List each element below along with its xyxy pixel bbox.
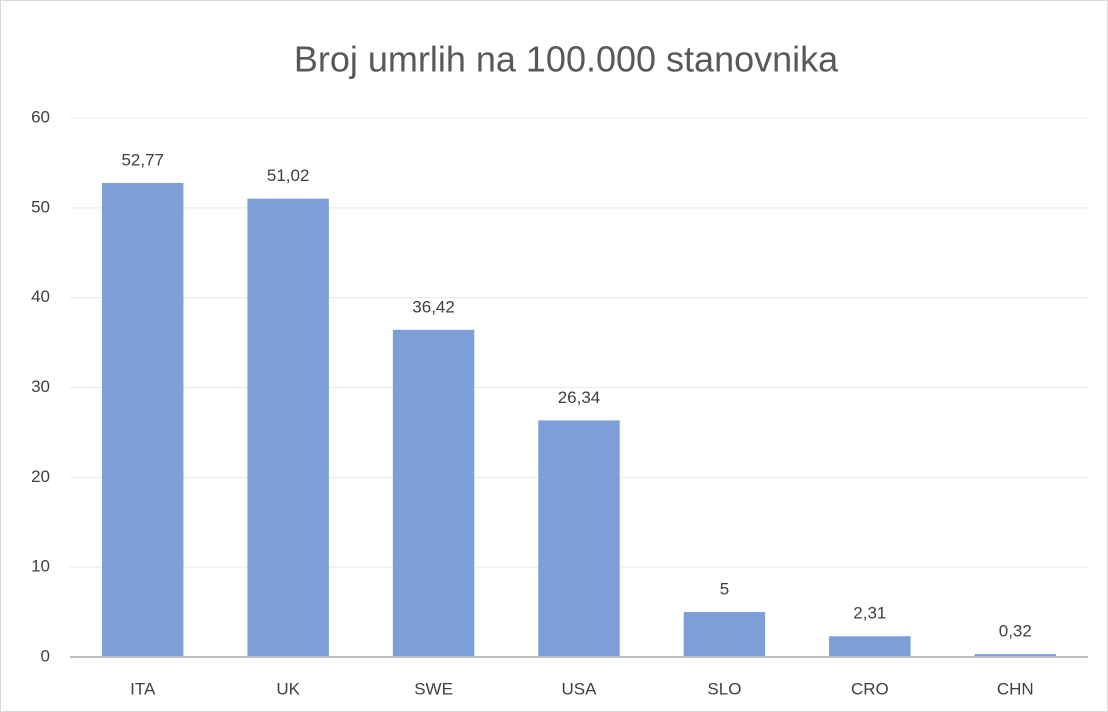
chart-title: Broj umrlih na 100.000 stanovnika (294, 39, 839, 80)
y-tick-label: 20 (31, 467, 50, 486)
y-tick-label: 40 (31, 287, 50, 306)
bar (538, 420, 620, 657)
y-tick-label: 10 (31, 557, 50, 576)
data-label: 0,32 (999, 622, 1032, 641)
x-tick-label: SLO (707, 679, 741, 698)
bar (247, 198, 329, 657)
data-label: 5 (720, 580, 729, 599)
x-tick-label: SWE (414, 679, 453, 698)
data-label: 36,42 (412, 297, 455, 316)
y-tick-label: 60 (31, 107, 50, 126)
x-tick-label: UK (276, 679, 300, 698)
bar (829, 636, 911, 657)
data-label: 2,31 (853, 604, 886, 623)
y-tick-label: 0 (41, 646, 50, 665)
x-tick-label: ITA (130, 679, 156, 698)
y-tick-label: 50 (31, 197, 50, 216)
data-label: 52,77 (121, 150, 164, 169)
bar (101, 182, 184, 657)
x-tick-label: CRO (851, 679, 889, 698)
bar (683, 612, 766, 657)
x-tick-label: USA (562, 679, 598, 698)
data-label: 26,34 (558, 388, 601, 407)
bar (392, 329, 475, 657)
data-label: 51,02 (267, 166, 310, 185)
y-tick-label: 30 (31, 377, 50, 396)
bar (974, 654, 1057, 657)
x-tick-label: CHN (997, 679, 1034, 698)
